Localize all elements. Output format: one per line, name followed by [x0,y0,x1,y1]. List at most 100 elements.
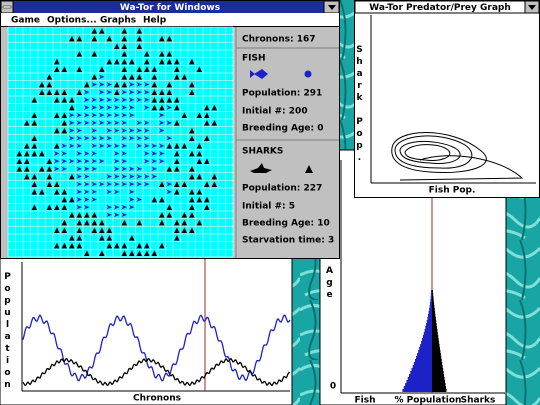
fish-age-bar [422,338,432,341]
menu-bar [1,13,339,26]
shark [196,196,202,203]
fish [136,197,142,202]
fish [136,82,142,87]
fish [151,158,157,164]
shark-age-bar [432,317,436,320]
shark-age-bar [432,362,443,365]
shark [121,43,127,49]
phase-trajectory [391,132,524,181]
fish [121,89,127,95]
shark-age-bar [432,329,438,332]
shark [181,227,187,233]
fish [144,174,150,179]
fish [114,189,120,195]
shark [174,158,180,164]
fish [76,197,82,202]
shark [189,196,195,203]
fish [129,89,135,95]
fish [121,212,127,218]
fish [106,181,112,187]
shark [189,135,195,141]
fish [54,166,60,172]
fish [136,181,142,187]
shark [114,81,120,88]
fish [136,135,142,141]
fish [91,128,97,133]
shark [159,35,165,42]
shark [61,204,67,210]
shark [174,150,180,157]
shark [84,219,90,226]
menu-help[interactable]: Help [143,16,167,26]
shark [99,250,105,256]
fish [91,135,97,141]
shark [166,58,172,65]
fish [76,166,82,172]
shark [76,51,82,57]
shark-age-bar [432,377,445,380]
fish [129,128,135,133]
shark [166,89,172,95]
fish-age-bar [421,341,432,344]
fish-age-bar [409,374,432,377]
fish [121,112,127,118]
fish [76,143,82,149]
fish-age-bar [427,317,432,320]
shark [69,235,75,241]
shark-age-bar [432,293,434,296]
shark-age-bar [432,359,442,362]
shark-age-bar [432,299,434,302]
fish [151,174,157,179]
fish [136,143,142,149]
shark [24,150,30,157]
shark [39,166,45,172]
shark [151,104,157,111]
shark [84,81,90,88]
fish [106,120,112,126]
shark [189,81,195,88]
fish-age-bar [412,365,432,368]
fish [144,151,150,156]
fish [144,89,150,95]
shark [69,242,75,249]
shark [31,112,37,118]
shark-age-bar [432,383,446,386]
shark [31,135,37,141]
fish-age-bar [414,359,432,362]
shark [136,28,142,34]
shark [174,189,180,195]
shark-age-bar [432,341,440,344]
shark-age-bar [432,356,442,359]
shark [121,35,127,42]
menu-game[interactable]: Game [11,16,40,26]
fish [91,181,97,187]
shark [151,196,157,203]
shark [121,28,127,34]
shark [106,58,112,65]
sharks-population: Population: 227 [242,184,322,194]
shark-age-bar [432,350,441,353]
shark-age-bar [432,314,436,317]
fish [136,128,142,133]
fish [129,189,135,195]
shark [121,81,127,88]
menu-options[interactable]: Options... [47,16,97,26]
shark [181,112,187,118]
shark [211,104,217,111]
phase-y-label: Shark Pop. [355,45,365,165]
fish [129,82,135,87]
time-graph-window: Population Chronons [0,255,293,405]
shark [54,204,60,210]
shark [69,196,75,203]
fish [151,143,157,149]
fish [61,166,67,172]
menu-graphs[interactable]: Graphs [100,16,136,26]
fish [144,143,150,149]
shark [211,181,217,187]
shark [46,89,52,95]
fish [84,97,90,103]
shark [181,181,187,187]
shark [121,219,127,226]
fish [84,89,90,95]
shark [121,51,127,57]
